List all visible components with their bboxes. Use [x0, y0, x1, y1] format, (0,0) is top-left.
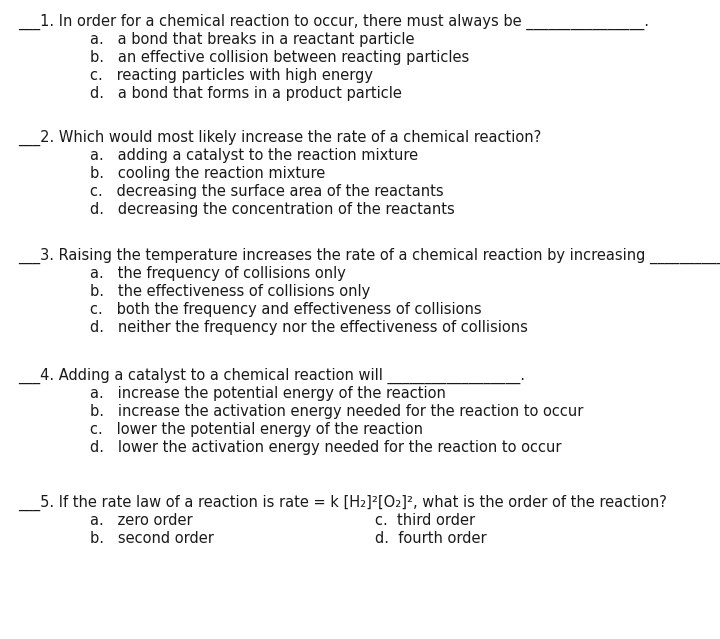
Text: a.   zero order: a. zero order	[90, 513, 193, 528]
Text: a.   adding a catalyst to the reaction mixture: a. adding a catalyst to the reaction mix…	[90, 148, 418, 163]
Text: ___3. Raising the temperature increases the rate of a chemical reaction by incre: ___3. Raising the temperature increases …	[18, 248, 720, 264]
Text: d.   neither the frequency nor the effectiveness of collisions: d. neither the frequency nor the effecti…	[90, 320, 528, 335]
Text: b.   second order: b. second order	[90, 531, 214, 546]
Text: ___5. If the rate law of a reaction is rate = k [H₂]²[O₂]², what is the order of: ___5. If the rate law of a reaction is r…	[18, 495, 667, 511]
Text: b.   an effective collision between reacting particles: b. an effective collision between reacti…	[90, 50, 469, 65]
Text: c.   decreasing the surface area of the reactants: c. decreasing the surface area of the re…	[90, 184, 444, 199]
Text: d.   decreasing the concentration of the reactants: d. decreasing the concentration of the r…	[90, 202, 455, 217]
Text: c.   reacting particles with high energy: c. reacting particles with high energy	[90, 68, 373, 83]
Text: b.   the effectiveness of collisions only: b. the effectiveness of collisions only	[90, 284, 370, 299]
Text: c.   lower the potential energy of the reaction: c. lower the potential energy of the rea…	[90, 422, 423, 437]
Text: d.  fourth order: d. fourth order	[375, 531, 487, 546]
Text: b.   increase the activation energy needed for the reaction to occur: b. increase the activation energy needed…	[90, 404, 583, 419]
Text: ___1. In order for a chemical reaction to occur, there must always be __________: ___1. In order for a chemical reaction t…	[18, 14, 649, 30]
Text: c.  third order: c. third order	[375, 513, 475, 528]
Text: a.   the frequency of collisions only: a. the frequency of collisions only	[90, 266, 346, 281]
Text: a.   increase the potential energy of the reaction: a. increase the potential energy of the …	[90, 386, 446, 401]
Text: d.   a bond that forms in a product particle: d. a bond that forms in a product partic…	[90, 86, 402, 101]
Text: b.   cooling the reaction mixture: b. cooling the reaction mixture	[90, 166, 325, 181]
Text: ___2. Which would most likely increase the rate of a chemical reaction?: ___2. Which would most likely increase t…	[18, 130, 541, 146]
Text: a.   a bond that breaks in a reactant particle: a. a bond that breaks in a reactant part…	[90, 32, 415, 47]
Text: c.   both the frequency and effectiveness of collisions: c. both the frequency and effectiveness …	[90, 302, 482, 317]
Text: ___4. Adding a catalyst to a chemical reaction will __________________.: ___4. Adding a catalyst to a chemical re…	[18, 368, 525, 384]
Text: d.   lower the activation energy needed for the reaction to occur: d. lower the activation energy needed fo…	[90, 440, 562, 455]
